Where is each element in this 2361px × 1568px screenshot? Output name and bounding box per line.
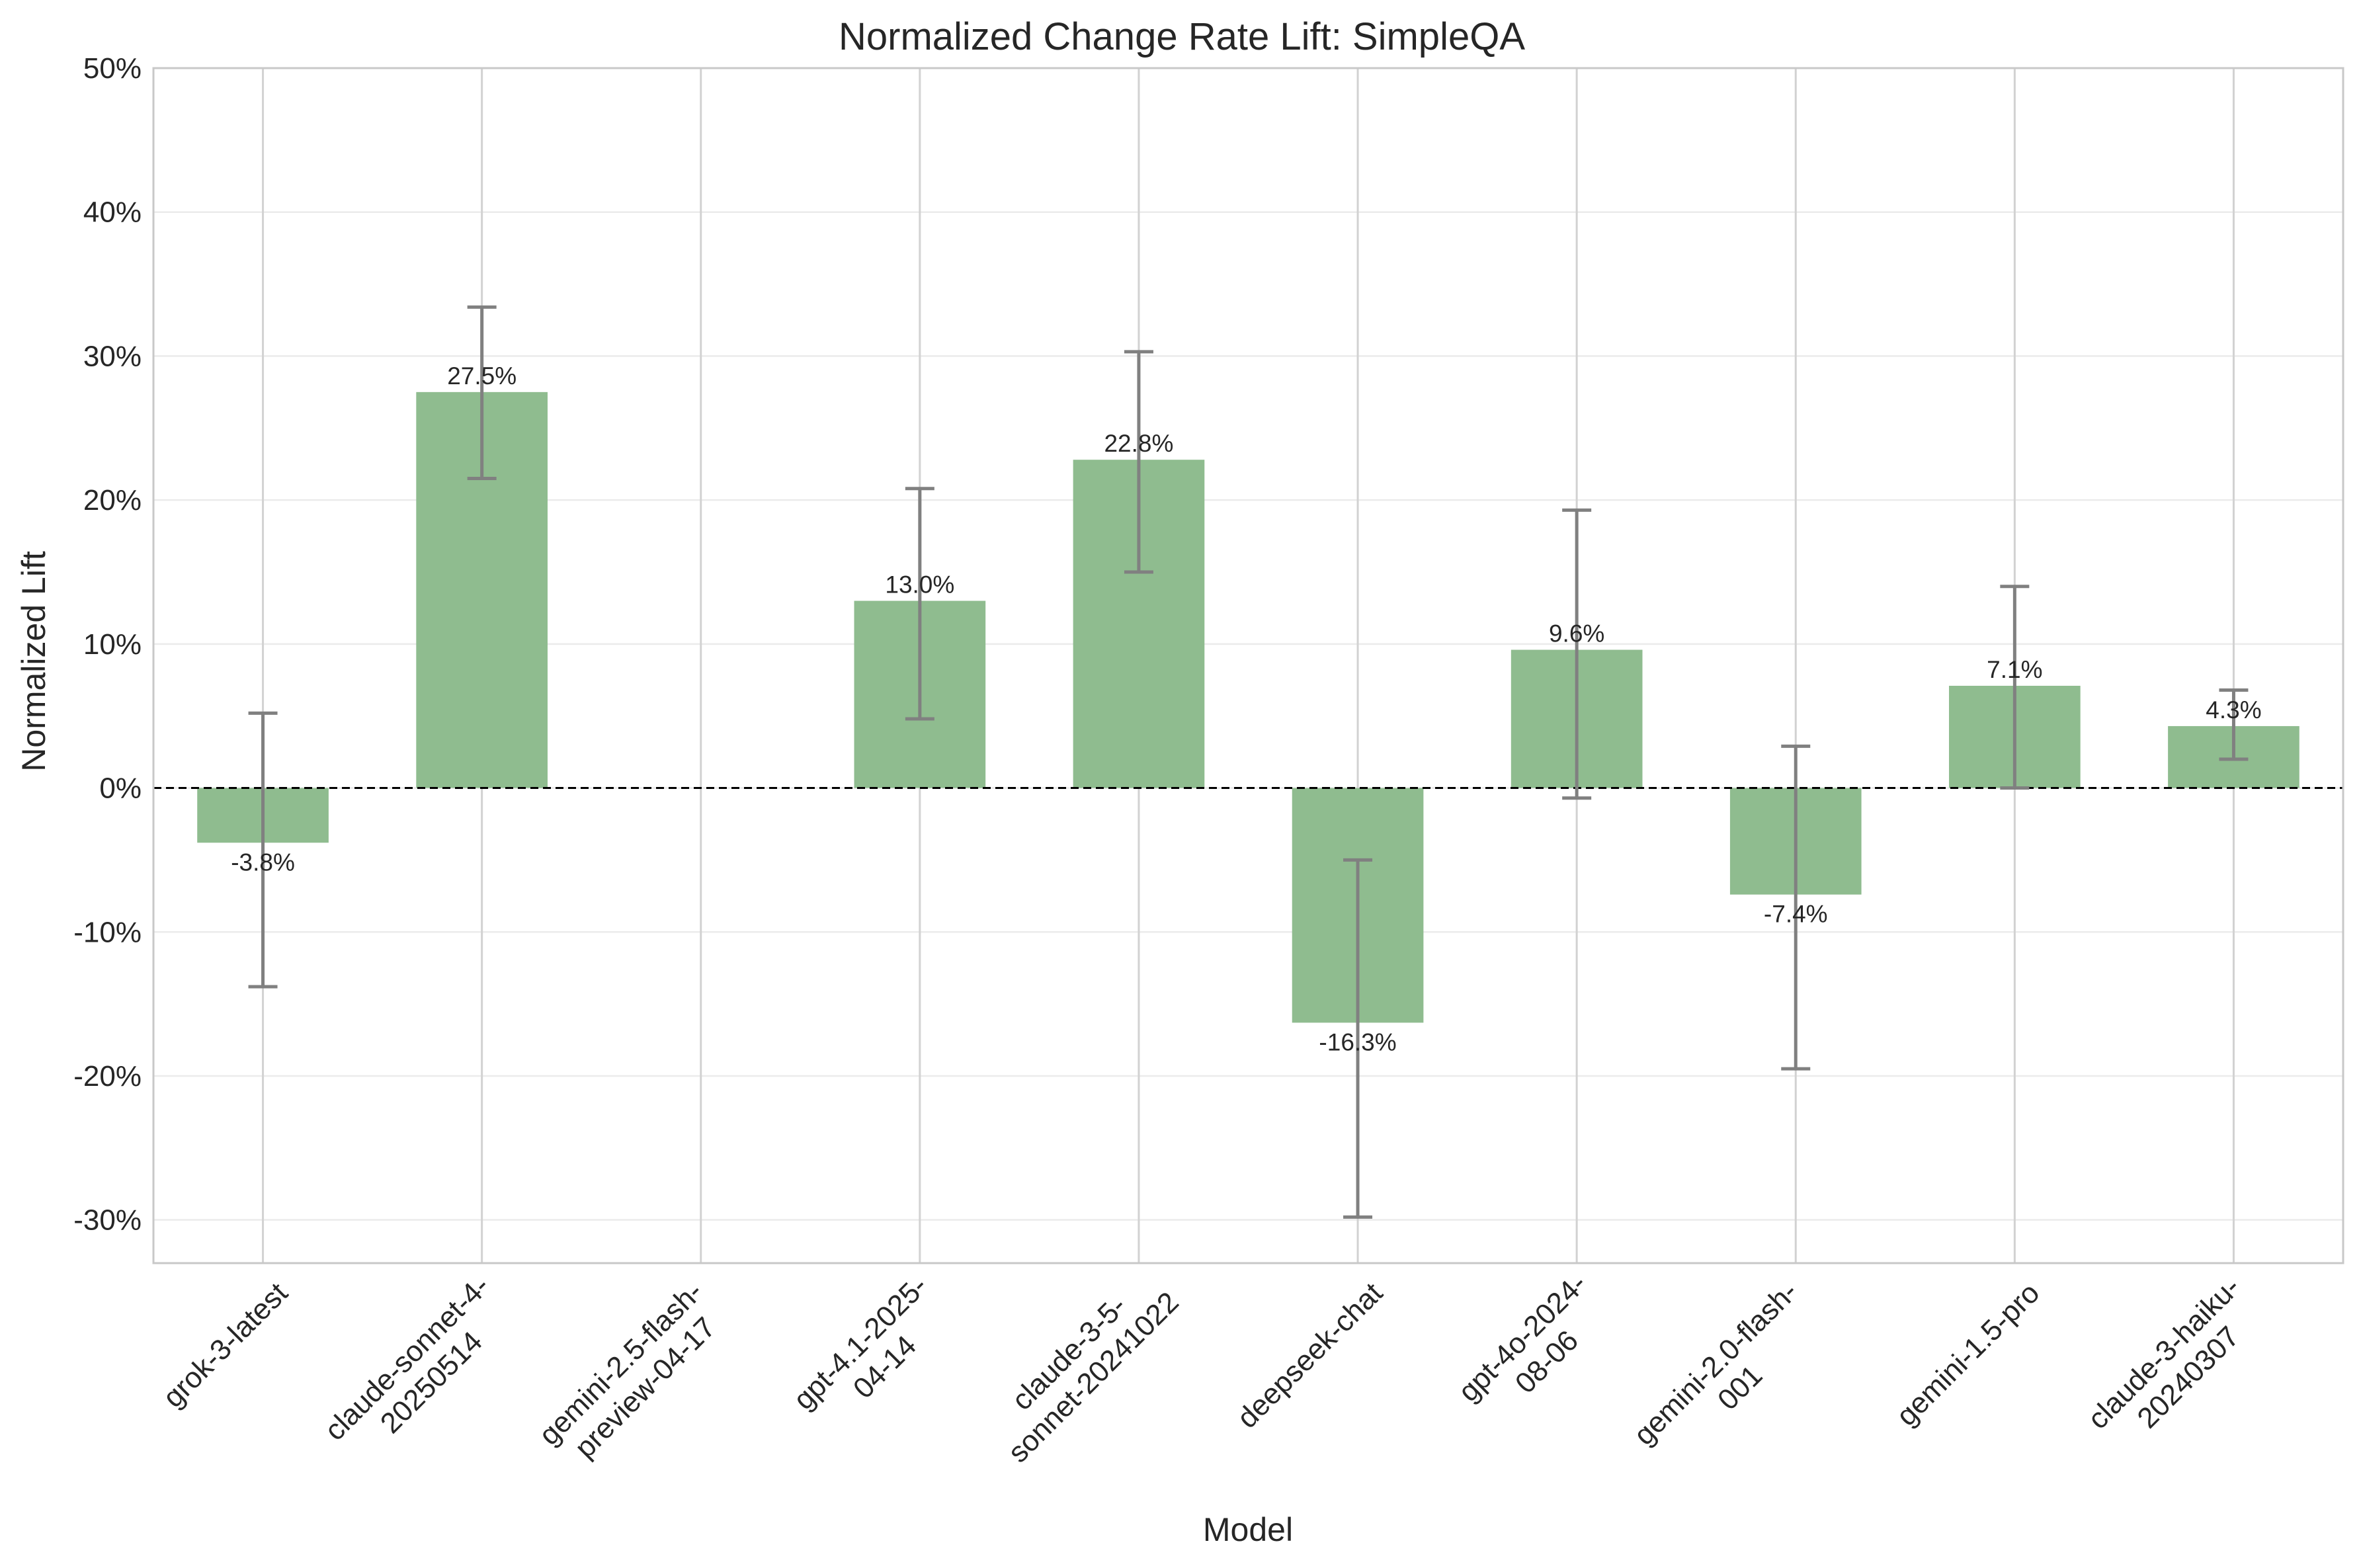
x-tick-label-line: gemini-1.5-pro bbox=[1890, 1276, 2046, 1432]
x-axis-label: Model bbox=[1203, 1511, 1293, 1548]
y-tick-labels: -30% -20% -10% 0% 10% 20% 30% 40% 50% bbox=[73, 52, 142, 1237]
error-bars bbox=[248, 305, 2249, 1219]
y-tick-label: -20% bbox=[73, 1060, 142, 1093]
y-tick-label: 30% bbox=[83, 340, 142, 372]
x-tick-label: claude-sonnet-4-20250514 bbox=[318, 1270, 520, 1471]
value-label: 22.8% bbox=[1104, 430, 1173, 457]
x-tick-label: gpt-4o-2024-08-06 bbox=[1452, 1267, 1618, 1432]
chart-title: Normalized Change Rate Lift: SimpleQA bbox=[839, 15, 1525, 58]
y-tick-label: 10% bbox=[83, 628, 142, 661]
y-tick-label: -30% bbox=[73, 1204, 142, 1237]
x-tick-label: claude-3-haiku-20240307 bbox=[2082, 1270, 2271, 1460]
value-labels: -3.8% 27.5% 13.0% 22.8% -16.3% 9.6% -7.4% 7.1% 4… bbox=[231, 362, 2261, 1056]
y-tick-label: 0% bbox=[99, 772, 142, 805]
x-tick-label: grok-3-latest bbox=[157, 1276, 294, 1414]
x-tick-labels: grok-3-latest claude-sonnet-4-20250514 gem… bbox=[157, 1262, 2271, 1475]
x-tick-label: deepseek-chat bbox=[1231, 1276, 1389, 1434]
x-tick-label: gpt-4.1-2025-04-14 bbox=[787, 1270, 958, 1440]
value-label: 9.6% bbox=[1549, 620, 1604, 647]
y-tick-label: 20% bbox=[83, 484, 142, 516]
y-tick-label: 40% bbox=[83, 196, 142, 229]
bars bbox=[197, 392, 2299, 1023]
plot-frame bbox=[152, 67, 2344, 1264]
value-label: -7.4% bbox=[1764, 901, 1828, 928]
x-tick-label: gemini-2.0-flash-001 bbox=[1628, 1275, 1828, 1475]
value-label: -16.3% bbox=[1319, 1028, 1396, 1055]
y-tick-label: -10% bbox=[73, 916, 142, 948]
value-label: 27.5% bbox=[447, 362, 517, 390]
value-label: 13.0% bbox=[885, 571, 954, 598]
x-tick-label: gemini-1.5-pro bbox=[1890, 1276, 2046, 1432]
x-tick-label-line: deepseek-chat bbox=[1231, 1276, 1389, 1434]
y-tick-label: 50% bbox=[83, 52, 142, 85]
x-tick-label-line: grok-3-latest bbox=[157, 1276, 294, 1414]
value-label: 4.3% bbox=[2206, 696, 2261, 723]
x-tick-label-line: gemini-2.0-flash- bbox=[1628, 1275, 1803, 1451]
value-label: 7.1% bbox=[1987, 656, 2042, 683]
x-tick-label: gemini-2.5-flash-preview-04-17 bbox=[533, 1275, 733, 1475]
x-tick-label: claude-3-5-sonnet-20241022 bbox=[977, 1262, 1185, 1469]
value-label: -3.8% bbox=[231, 848, 295, 876]
y-axis-label: Normalized Lift bbox=[15, 551, 52, 772]
